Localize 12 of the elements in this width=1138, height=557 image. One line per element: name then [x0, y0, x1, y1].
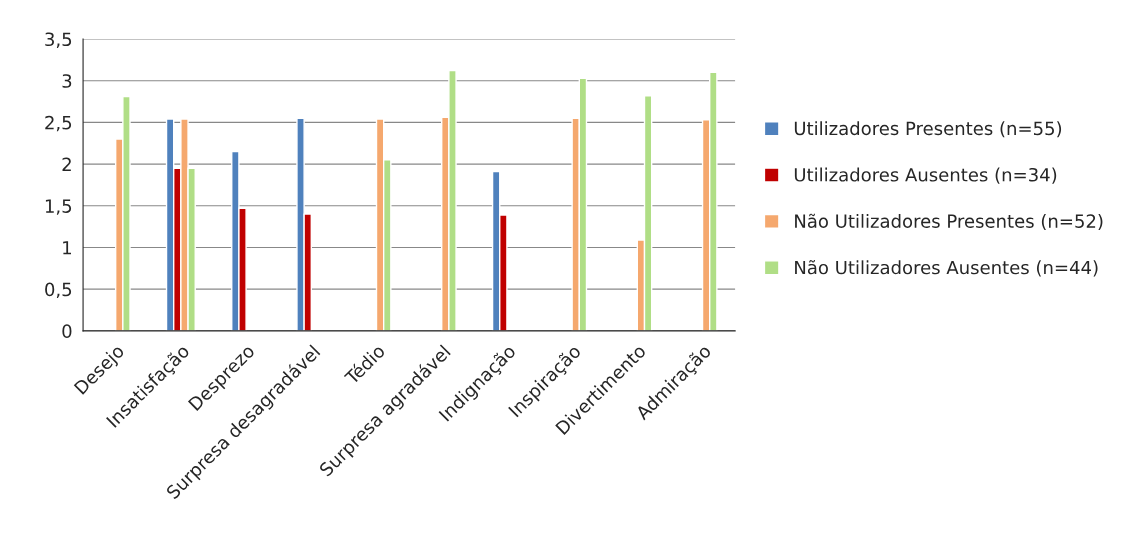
- legend-label: Não Utilizadores Presentes (n=52): [795, 213, 1103, 231]
- y-tick-label: 3: [62, 74, 72, 88]
- legend-label: Não Utilizadores Ausentes (n=44): [795, 260, 1098, 277]
- y-tick-label: 1,5: [45, 199, 72, 215]
- y-tick-label: 2,5: [45, 115, 72, 132]
- y-tick-label: 0: [62, 324, 72, 338]
- y-tick-label: 1: [63, 241, 71, 255]
- y-tick-label: 3,5: [45, 32, 72, 48]
- y-tick-label: 0,5: [45, 282, 72, 299]
- y-tick-label: 2: [62, 157, 71, 171]
- legend-label: Utilizadores Ausentes (n=34): [794, 167, 1057, 184]
- legend-label: Utilizadores Presentes (n=55): [794, 121, 1062, 138]
